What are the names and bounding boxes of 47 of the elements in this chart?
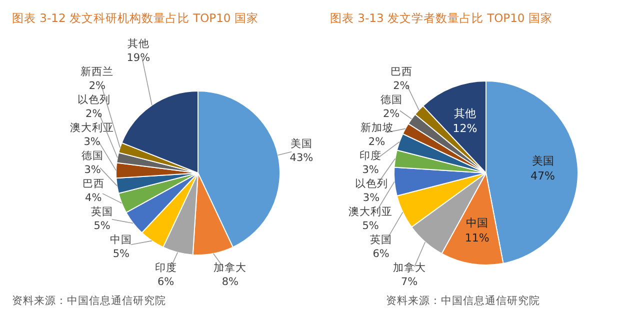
slice-label: 印度 [154, 261, 177, 274]
slice-label: 英国 [370, 233, 392, 246]
data-label: 2% [368, 136, 386, 148]
slice-label: 加拿大 [214, 261, 247, 274]
chart-title: 图表 3-13 发文学者数量占比 TOP10 国家 [330, 11, 552, 25]
text: 资料来源：中国信息通信研究院 [386, 294, 540, 307]
data-label: 43% [290, 152, 314, 164]
slice-label: 澳大利亚 [348, 205, 393, 218]
slice-label: 美国 [532, 154, 554, 168]
data-label: 5% [362, 220, 379, 232]
data-label: 3% [362, 192, 380, 204]
slice-label: 美国 [290, 136, 312, 150]
slice-label: 新加坡 [360, 121, 394, 134]
slice-label: 中国 [466, 216, 488, 230]
slice-label: 德国 [82, 150, 104, 162]
data-label: 3% [362, 164, 379, 176]
data-label: 2% [382, 108, 400, 120]
data-label: 2% [86, 108, 102, 120]
slice-label: 巴西 [82, 178, 104, 190]
text: 资料来源：中国信息通信研究院 [12, 294, 166, 307]
data-label: 5% [112, 248, 130, 260]
data-label: 8% [222, 276, 239, 288]
slice-label: 加拿大 [392, 261, 426, 274]
slice-label: 其他 [454, 106, 476, 120]
data-label: 2% [88, 80, 106, 92]
slice-label: 英国 [91, 205, 114, 218]
data-label: 3% [84, 136, 100, 148]
data-label: 5% [94, 220, 110, 232]
data-label: 19% [126, 52, 150, 64]
data-label: 47% [530, 170, 556, 183]
data-label: 6% [372, 248, 390, 260]
slice-label: 以色列 [354, 177, 388, 190]
data-label: 4% [85, 192, 102, 204]
chart-title: 图表 3-12 发文科研机构数量占比 TOP10 国家 [12, 11, 258, 25]
data-label: 3% [84, 164, 101, 176]
slice-label: 中国 [110, 233, 132, 246]
data-label: 7% [400, 276, 418, 288]
data-label: 11% [464, 231, 490, 244]
data-label: 2% [393, 80, 410, 92]
data-label: 12% [452, 122, 478, 135]
slice-label: 以色列 [77, 93, 110, 106]
slice-label: 新西兰 [80, 65, 114, 78]
slice-label: 印度 [360, 149, 382, 162]
data-label: 6% [157, 276, 174, 288]
slice-label: 巴西 [390, 66, 412, 78]
slice-label: 其他 [127, 37, 150, 50]
slice-label: 德国 [380, 94, 402, 106]
